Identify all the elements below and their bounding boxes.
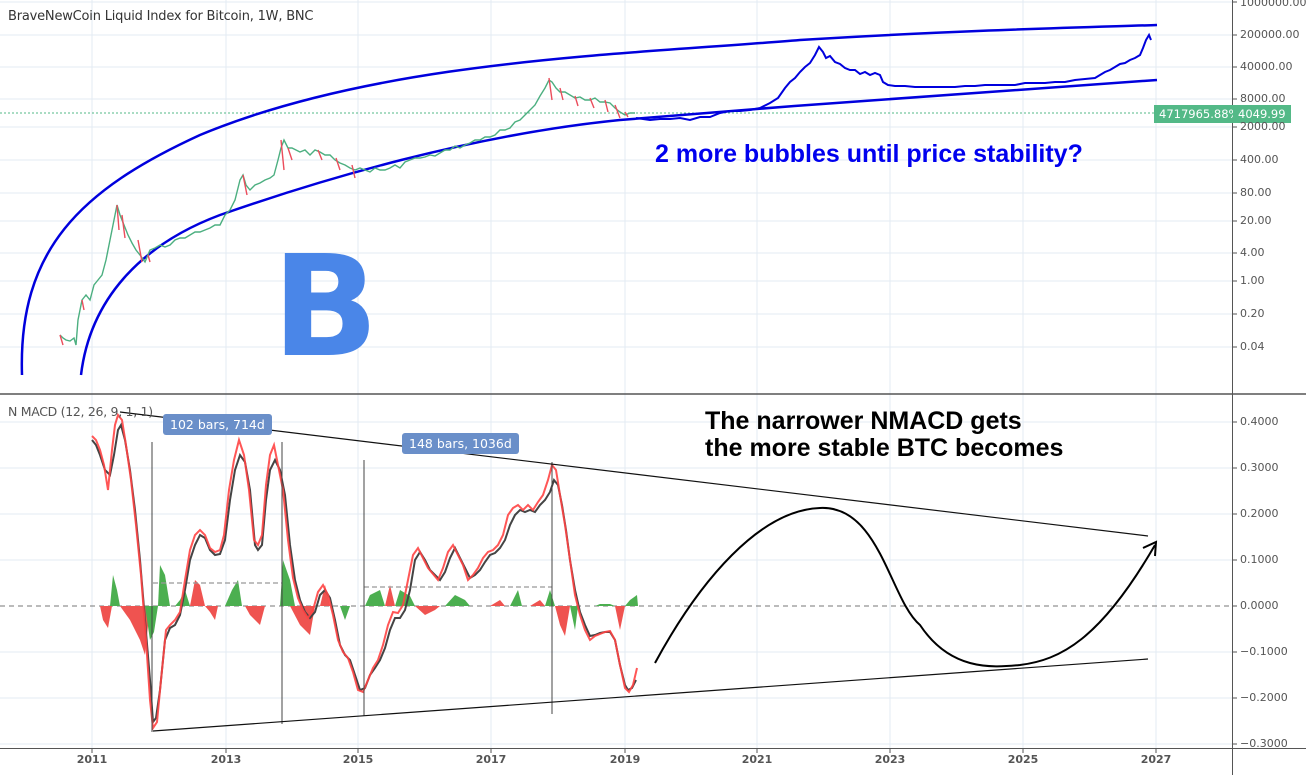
indicator-axis-label: 0.0000 — [1240, 599, 1279, 612]
price-axis-label: 0.20 — [1240, 307, 1265, 320]
time-axis-label: 2021 — [741, 753, 773, 766]
time-axis-label: 2027 — [1140, 753, 1172, 766]
indicator-title[interactable]: N MACD (12, 26, 9, 1, 1) — [8, 404, 153, 419]
price-candles[interactable] — [59, 77, 635, 346]
price-axis-label: 40000.00 — [1240, 60, 1293, 73]
time-axis-label: 2023 — [874, 753, 906, 766]
bitcoin-logo-icon: B — [272, 226, 379, 389]
price-axis-label: 0.04 — [1240, 340, 1265, 353]
nmacd-histogram[interactable] — [100, 560, 638, 655]
price-axis-label: 20.00 — [1240, 214, 1272, 227]
indicator-axis-label: 0.2000 — [1240, 507, 1279, 520]
percent-tag: 4717965.88% — [1154, 105, 1245, 123]
price-axis-ticks — [1232, 1, 1237, 745]
time-axis-label: 2019 — [609, 753, 641, 766]
price-axis-label: 4.00 — [1240, 246, 1265, 259]
indicator-annotation[interactable]: The narrower NMACD gets the more stable … — [705, 407, 1064, 462]
upper-channel-curve[interactable] — [20, 23, 1158, 376]
price-axis-label: 2000.00 — [1240, 120, 1286, 133]
vertical-markers[interactable] — [151, 442, 553, 732]
projected-price-line[interactable] — [635, 32, 1152, 122]
arrow-head-icon — [1142, 540, 1158, 557]
measure-label-1[interactable]: 102 bars, 714d — [163, 414, 272, 435]
chart-title: BraveNewCoin Liquid Index for Bitcoin, 1… — [8, 9, 314, 24]
price-axis-label: 80.00 — [1240, 186, 1272, 199]
price-axis-label: 1.00 — [1240, 274, 1265, 287]
indicator-axis-label: −0.1000 — [1240, 645, 1288, 658]
projected-nmacd-curve[interactable] — [654, 506, 1156, 668]
time-axis-label: 2017 — [475, 753, 507, 766]
indicator-axis-label: 0.3000 — [1240, 461, 1279, 474]
price-axis-label: 1000000.00 — [1240, 0, 1306, 9]
lower-trendline[interactable] — [152, 658, 1149, 732]
lower-channel-curve[interactable] — [79, 78, 1158, 376]
time-axis-label: 2015 — [342, 753, 374, 766]
time-axis-label: 2025 — [1007, 753, 1039, 766]
price-axis-label: 8000.00 — [1240, 92, 1286, 105]
indicator-axis-label: −0.2000 — [1240, 691, 1288, 704]
last-price-tag: 4049.99 — [1233, 105, 1291, 123]
grid-vertical — [91, 0, 1157, 748]
indicator-axis-label: −0.3000 — [1240, 737, 1288, 750]
time-axis-label: 2013 — [210, 753, 242, 766]
indicator-axis-label: 0.1000 — [1240, 553, 1279, 566]
time-axis-ticks — [91, 748, 1157, 753]
measure-label-2[interactable]: 148 bars, 1036d — [402, 433, 519, 454]
macd-line[interactable] — [91, 412, 638, 731]
price-annotation[interactable]: 2 more bubbles until price stability? — [655, 140, 1083, 168]
grid-horizontal-price — [0, 1, 1232, 348]
upper-trendline[interactable] — [119, 411, 1149, 537]
price-axis-label: 200000.00 — [1240, 28, 1300, 41]
time-axis-label: 2011 — [76, 753, 108, 766]
price-axis-label: 400.00 — [1240, 153, 1279, 166]
indicator-axis-label: 0.4000 — [1240, 415, 1279, 428]
